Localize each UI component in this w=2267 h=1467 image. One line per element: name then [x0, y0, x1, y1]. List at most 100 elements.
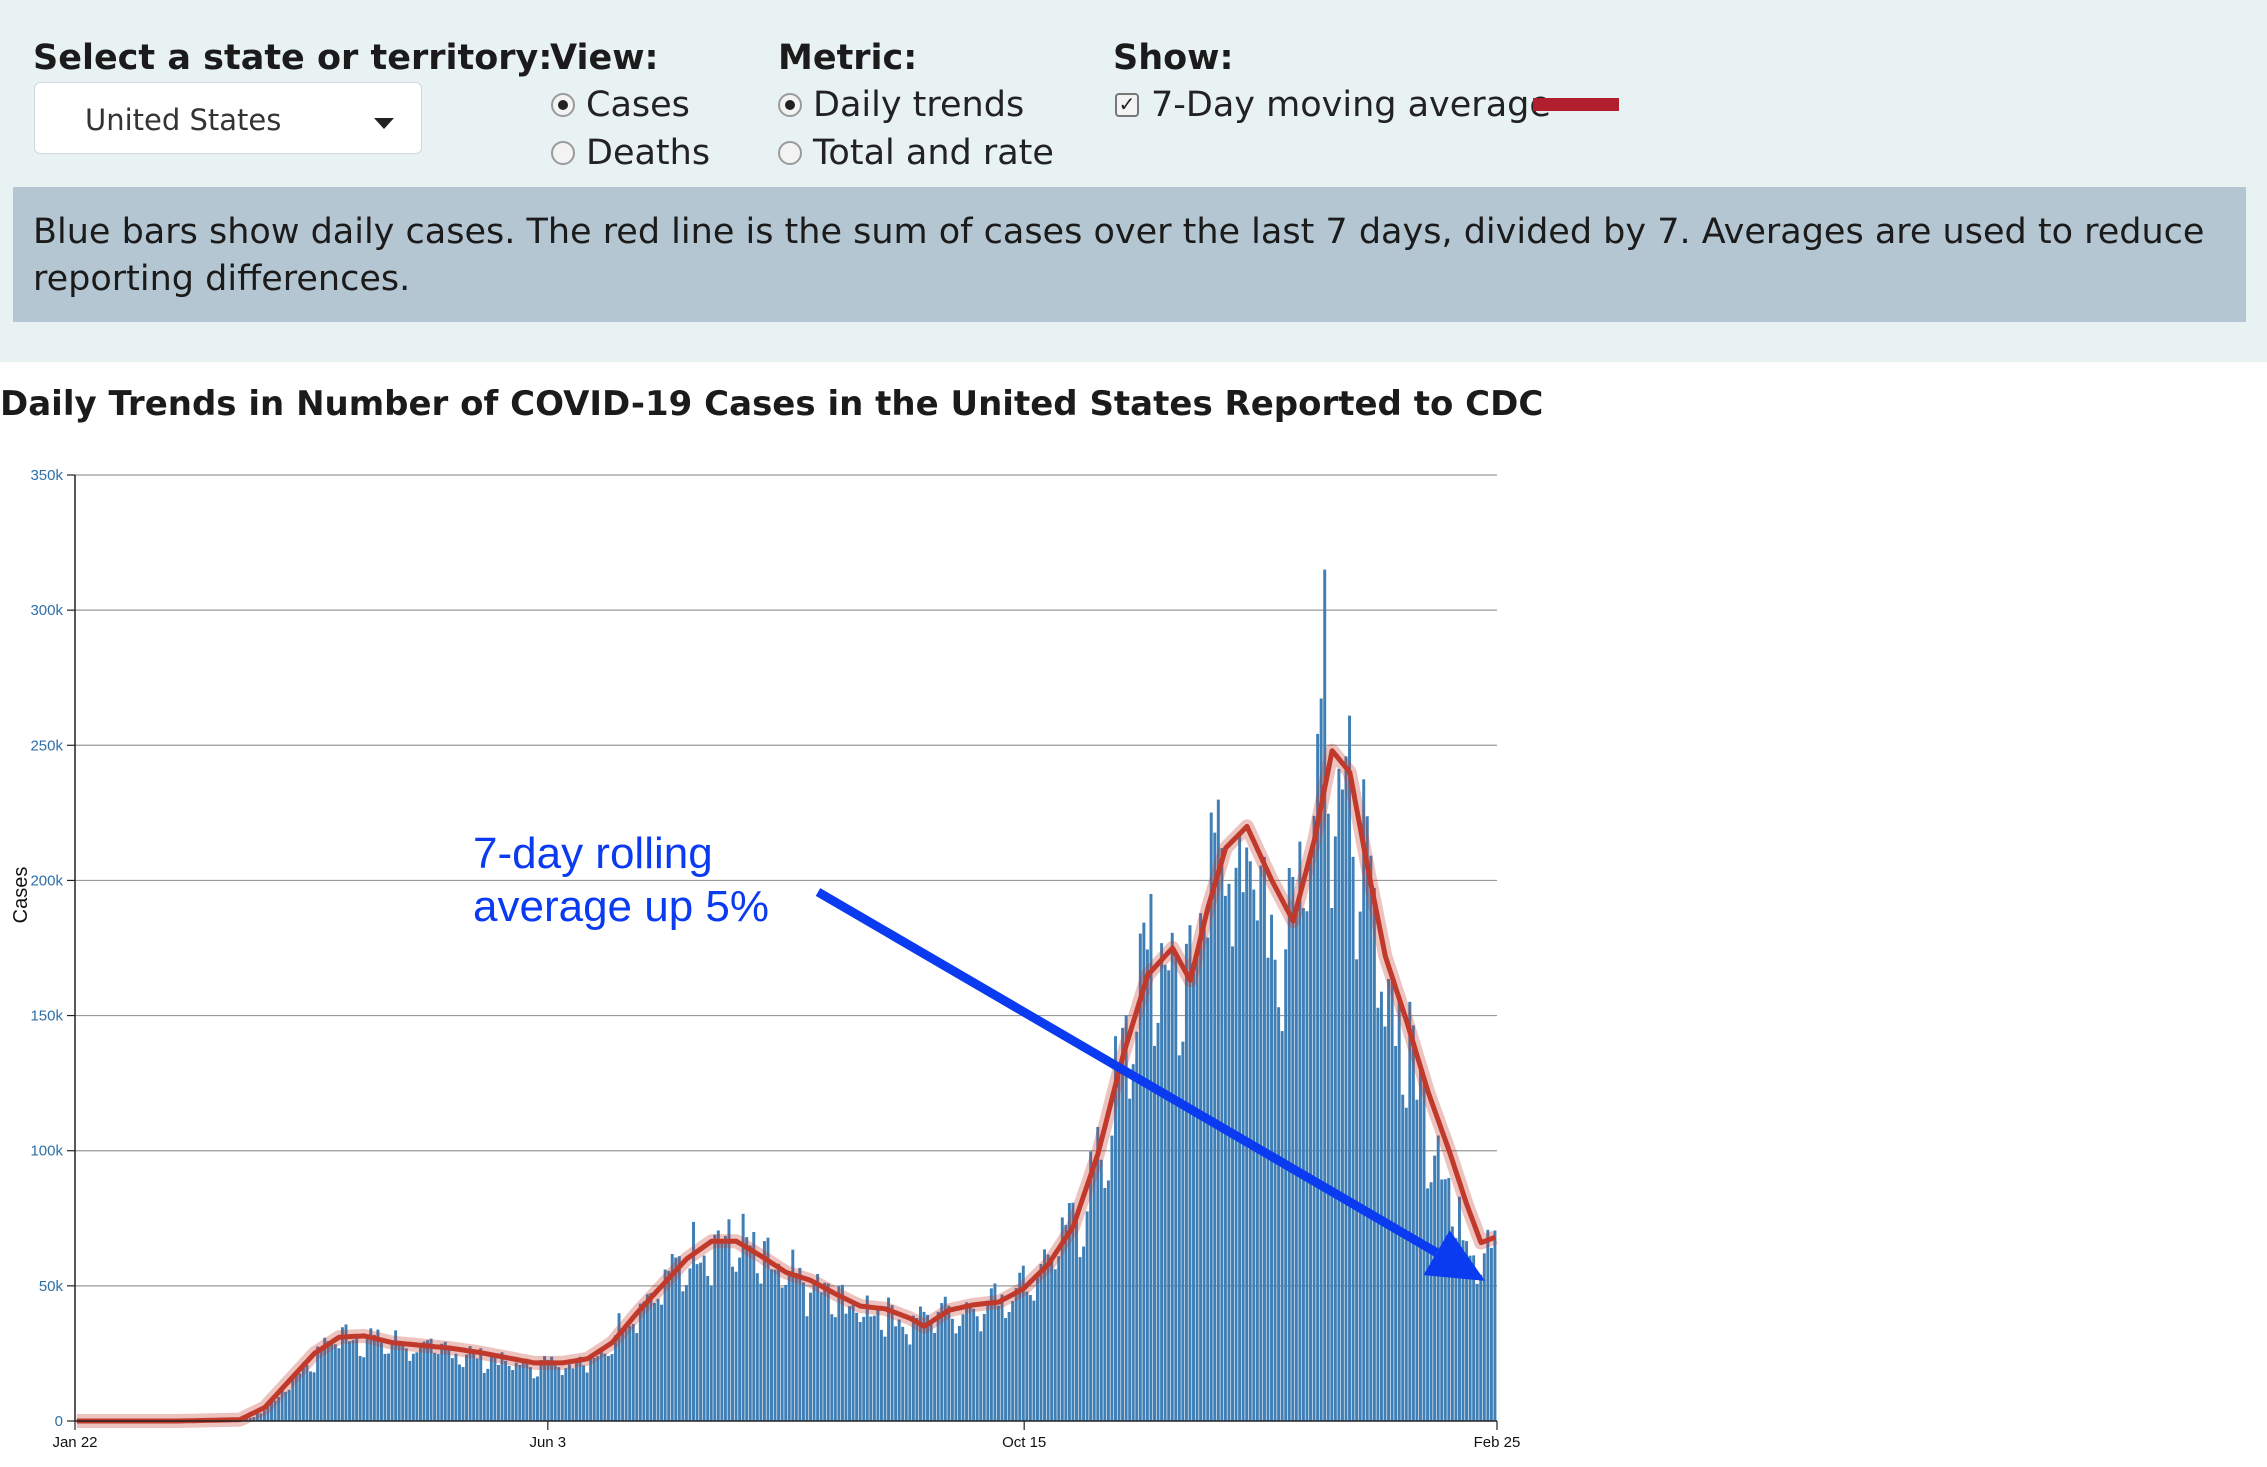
bar	[355, 1335, 359, 1421]
y-tick-label: 250k	[30, 737, 63, 754]
bar	[1177, 1055, 1181, 1421]
x-tick-label: Jun 3	[529, 1434, 566, 1451]
bar	[887, 1297, 891, 1421]
bar	[901, 1326, 905, 1421]
bar	[1114, 1036, 1117, 1421]
bar	[575, 1361, 578, 1421]
bar	[606, 1355, 610, 1421]
bar	[894, 1326, 898, 1421]
bar	[947, 1305, 951, 1421]
chart-moving-average	[73, 743, 1499, 1428]
bar	[727, 1219, 731, 1421]
bar	[358, 1356, 362, 1421]
bar	[532, 1378, 536, 1421]
y-tick-label: 350k	[30, 467, 63, 484]
bar	[1447, 1177, 1451, 1421]
bar	[333, 1344, 337, 1421]
bar	[365, 1338, 369, 1421]
bar	[433, 1352, 437, 1421]
bar	[1039, 1263, 1043, 1421]
bar	[489, 1356, 493, 1421]
bar	[560, 1375, 564, 1421]
bar	[589, 1356, 593, 1421]
bar	[496, 1364, 500, 1421]
state-dropdown[interactable]: United States	[34, 82, 422, 154]
bar	[759, 1283, 763, 1421]
bar	[734, 1271, 738, 1421]
bar	[965, 1302, 969, 1421]
bar	[677, 1256, 681, 1421]
bar	[915, 1317, 919, 1421]
bar	[1372, 887, 1376, 1421]
state-select-label: Select a state or territory:	[33, 38, 553, 78]
bar	[1489, 1247, 1493, 1421]
view-deaths-label[interactable]: Deaths	[586, 133, 711, 173]
bar	[326, 1341, 330, 1421]
bar	[528, 1367, 532, 1421]
bar	[1348, 715, 1352, 1421]
bar	[936, 1311, 940, 1421]
bar	[975, 1316, 979, 1421]
bar	[1149, 893, 1153, 1421]
chart-axes: 0 50k 100k 150k 200k 250k 300k 350k Jan 22 Jun 3 O…	[30, 467, 1520, 1451]
bar	[1057, 1256, 1061, 1421]
metric-total-radio[interactable]	[778, 141, 802, 165]
bar	[723, 1235, 727, 1421]
bar	[539, 1360, 543, 1421]
metric-total-label[interactable]: Total and rate	[813, 133, 1054, 173]
bar	[1415, 1099, 1419, 1421]
bar	[543, 1356, 547, 1421]
bar	[401, 1344, 405, 1421]
moving-average-label[interactable]: 7-Day moving average	[1151, 85, 1551, 125]
bar	[379, 1342, 383, 1421]
bar	[929, 1320, 933, 1421]
bar	[571, 1368, 575, 1421]
bar	[1124, 1015, 1128, 1421]
bar	[475, 1358, 479, 1421]
bar	[1486, 1229, 1490, 1421]
bar	[904, 1334, 908, 1421]
bar	[748, 1245, 752, 1421]
y-axis-label: Cases	[10, 867, 32, 924]
bar	[564, 1368, 568, 1421]
view-cases-label[interactable]: Cases	[586, 85, 690, 125]
bar	[1245, 847, 1249, 1421]
bar	[323, 1337, 327, 1421]
bar	[979, 1331, 983, 1421]
bar	[1145, 949, 1149, 1421]
bar	[1000, 1294, 1004, 1421]
bar	[1227, 883, 1231, 1421]
bar	[943, 1296, 947, 1421]
bar	[1411, 1025, 1415, 1421]
bar	[614, 1335, 617, 1421]
bar	[1284, 949, 1288, 1421]
bar	[273, 1400, 277, 1421]
bar	[1475, 1283, 1479, 1421]
bar	[770, 1269, 773, 1421]
bar	[1426, 1188, 1430, 1421]
bar	[1184, 943, 1188, 1421]
bar	[631, 1323, 635, 1421]
bar	[805, 1316, 809, 1421]
bar	[1096, 1127, 1100, 1421]
bar	[1238, 833, 1242, 1421]
view-cases-radio[interactable]	[551, 93, 575, 117]
moving-average-line	[76, 748, 1497, 1424]
bar	[1043, 1249, 1047, 1421]
metric-daily-label[interactable]: Daily trends	[813, 85, 1025, 125]
bar	[684, 1284, 688, 1421]
metric-daily-radio[interactable]	[778, 93, 802, 117]
bar	[394, 1330, 398, 1421]
view-deaths-radio[interactable]	[551, 141, 575, 165]
bar	[1089, 1151, 1093, 1421]
bar	[1021, 1265, 1025, 1421]
bar	[500, 1352, 504, 1421]
bar	[798, 1267, 802, 1421]
bar	[1351, 856, 1355, 1421]
bar	[940, 1303, 944, 1421]
bar	[1461, 1240, 1465, 1421]
moving-average-checkbox[interactable]: ✓	[1115, 93, 1139, 117]
bar	[1270, 914, 1273, 1421]
bar	[926, 1314, 930, 1421]
bar	[1404, 1107, 1408, 1421]
